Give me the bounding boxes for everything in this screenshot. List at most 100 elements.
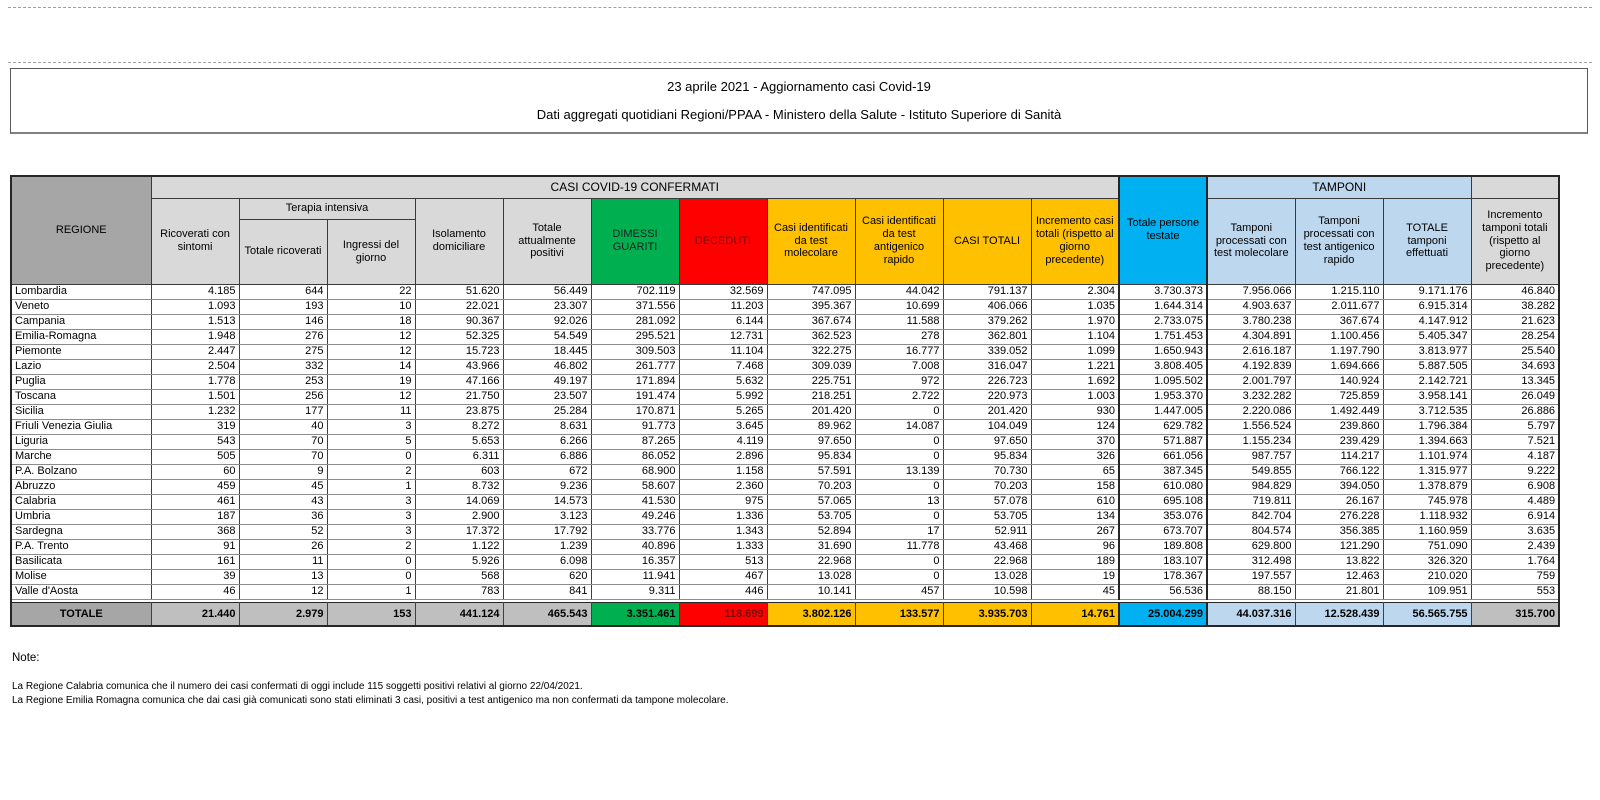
data-cell: 1 bbox=[326, 478, 416, 495]
data-cell: 394.050 bbox=[1294, 478, 1384, 495]
data-cell: 1.155.234 bbox=[1206, 433, 1296, 450]
data-cell: 52.911 bbox=[942, 523, 1032, 540]
data-cell: 629.782 bbox=[1118, 418, 1209, 435]
data-cell: 295.521 bbox=[590, 328, 680, 345]
data-cell: 1.948 bbox=[150, 328, 240, 345]
data-cell: 2.733.075 bbox=[1118, 313, 1209, 330]
data-cell: 930 bbox=[1030, 403, 1120, 420]
region-row: Calabria 461 43 3 14.069 14.573 41.530 975 57.06… bbox=[10, 493, 1560, 510]
data-cell: 13.028 bbox=[942, 568, 1032, 585]
data-cell: 610 bbox=[1030, 493, 1120, 510]
data-cell: 26 bbox=[238, 538, 328, 555]
data-cell: 1.394.663 bbox=[1382, 433, 1472, 450]
data-cell: 2.722 bbox=[854, 388, 944, 405]
data-cell: 46.802 bbox=[502, 358, 592, 375]
data-cell: 134 bbox=[1030, 508, 1120, 525]
data-cell: 218.251 bbox=[766, 388, 856, 405]
data-cell: 766.122 bbox=[1294, 463, 1384, 480]
data-cell: 58.607 bbox=[590, 478, 680, 495]
data-cell: 6.311 bbox=[414, 448, 504, 465]
data-cell: 406.066 bbox=[942, 298, 1032, 315]
data-cell: 32.569 bbox=[678, 283, 768, 300]
data-cell: 672 bbox=[502, 463, 592, 480]
header-tamponi-antigenico: Tamponi processati con test antigenico r… bbox=[1294, 197, 1384, 285]
data-cell: 21.623 bbox=[1470, 313, 1560, 330]
data-cell: 3.780.238 bbox=[1206, 313, 1296, 330]
data-cell: 52.894 bbox=[766, 523, 856, 540]
data-cell: 189 bbox=[1030, 553, 1120, 570]
region-row: Puglia 1.778 253 19 47.166 49.197 171.894 5.632… bbox=[10, 373, 1560, 390]
data-cell: 4.119 bbox=[678, 433, 768, 450]
data-cell: 18.445 bbox=[502, 343, 592, 360]
data-cell: 603 bbox=[414, 463, 504, 480]
totals-cell: 3.351.461 bbox=[590, 601, 680, 627]
data-cell: 5 bbox=[326, 433, 416, 450]
totals-cell: 14.761 bbox=[1030, 601, 1120, 627]
region-name: Friuli Venezia Giulia bbox=[10, 418, 152, 435]
totals-cell: 56.565.755 bbox=[1382, 601, 1472, 627]
data-cell: 87.265 bbox=[590, 433, 680, 450]
data-cell: 56.536 bbox=[1118, 583, 1209, 600]
data-cell: 5.405.347 bbox=[1382, 328, 1472, 345]
data-cell: 987.757 bbox=[1206, 448, 1296, 465]
data-cell: 1.378.879 bbox=[1382, 478, 1472, 495]
data-cell: 326.320 bbox=[1382, 553, 1472, 570]
data-cell: 22.968 bbox=[942, 553, 1032, 570]
data-cell: 0 bbox=[854, 508, 944, 525]
data-cell: 97.650 bbox=[766, 433, 856, 450]
data-cell: 178.367 bbox=[1118, 568, 1209, 585]
region-row: P.A. Trento 91 26 2 1.122 1.239 40.896 1.333 31.… bbox=[10, 538, 1560, 555]
header-casi-test-molecolare: Casi identificati da test molecolare bbox=[766, 197, 856, 285]
data-cell: 11 bbox=[326, 403, 416, 420]
data-cell: 326 bbox=[1030, 448, 1120, 465]
data-cell: 319 bbox=[150, 418, 240, 435]
data-cell: 719.811 bbox=[1206, 493, 1296, 510]
data-cell: 842.704 bbox=[1206, 508, 1296, 525]
data-cell: 22 bbox=[326, 283, 416, 300]
data-cell: 2.900 bbox=[414, 508, 504, 525]
totals-cell: 12.528.439 bbox=[1294, 601, 1384, 627]
data-cell: 12.463 bbox=[1294, 568, 1384, 585]
data-cell: 170.871 bbox=[590, 403, 680, 420]
data-cell: 362.801 bbox=[942, 328, 1032, 345]
data-cell: 5.632 bbox=[678, 373, 768, 390]
data-cell: 1.232 bbox=[150, 403, 240, 420]
data-cell: 146 bbox=[238, 313, 328, 330]
data-cell: 41.530 bbox=[590, 493, 680, 510]
totals-cell: 441.124 bbox=[414, 601, 504, 627]
region-row: Umbria 187 36 3 2.900 3.123 49.246 1.336 53.705 0… bbox=[10, 508, 1560, 525]
data-cell: 9 bbox=[238, 463, 328, 480]
data-cell: 446 bbox=[678, 583, 768, 600]
data-cell: 353.076 bbox=[1118, 508, 1209, 525]
region-row: Toscana 1.501 256 12 21.750 23.507 191.474 5.99… bbox=[10, 388, 1560, 405]
data-cell: 367.674 bbox=[1294, 313, 1384, 330]
data-cell: 11.104 bbox=[678, 343, 768, 360]
data-cell: 114.217 bbox=[1294, 448, 1384, 465]
region-name: Calabria bbox=[10, 493, 152, 510]
data-cell: 9.236 bbox=[502, 478, 592, 495]
data-cell: 322.275 bbox=[766, 343, 856, 360]
data-cell: 11.941 bbox=[590, 568, 680, 585]
data-cell: 4.187 bbox=[1470, 448, 1560, 465]
data-cell: 1.221 bbox=[1030, 358, 1120, 375]
data-cell: 6.144 bbox=[678, 313, 768, 330]
data-cell: 14 bbox=[326, 358, 416, 375]
data-cell: 4.304.891 bbox=[1206, 328, 1296, 345]
data-cell: 7.956.066 bbox=[1206, 283, 1296, 300]
data-cell: 3.958.141 bbox=[1382, 388, 1472, 405]
data-cell: 124 bbox=[1030, 418, 1120, 435]
data-cell: 2 bbox=[326, 538, 416, 555]
totals-cell: 21.440 bbox=[150, 601, 240, 627]
header-group-spacer bbox=[1470, 175, 1560, 199]
data-cell: 23.507 bbox=[502, 388, 592, 405]
data-cell: 975 bbox=[678, 493, 768, 510]
data-cell: 26.886 bbox=[1470, 403, 1560, 420]
data-cell: 1.650.943 bbox=[1118, 343, 1209, 360]
data-cell: 316.047 bbox=[942, 358, 1032, 375]
totals-cell: 3.935.703 bbox=[942, 601, 1032, 627]
data-cell: 7.521 bbox=[1470, 433, 1560, 450]
data-cell: 201.420 bbox=[766, 403, 856, 420]
page-break-dashed-line-above-title bbox=[8, 62, 1592, 63]
data-cell: 2.447 bbox=[150, 343, 240, 360]
